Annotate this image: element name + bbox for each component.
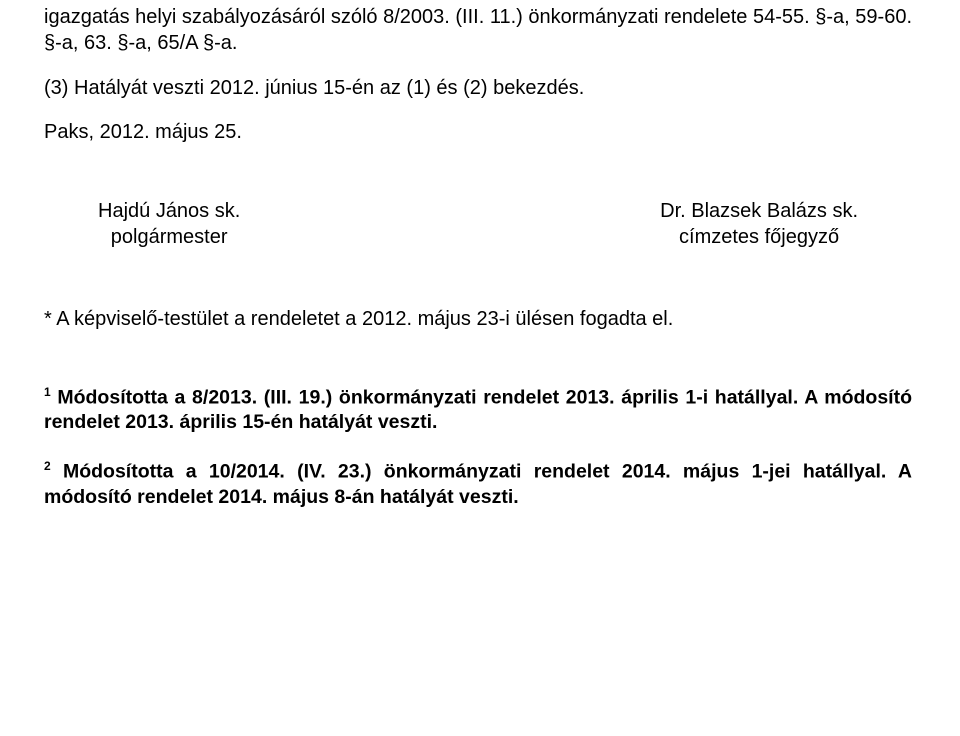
signature-left: Hajdú János sk. polgármester — [98, 198, 240, 251]
footnote-1-text: Módosította a 8/2013. (III. 19.) önkormá… — [44, 386, 912, 433]
paragraph-2: (3) Hatályát veszti 2012. június 15-én a… — [44, 75, 912, 101]
paragraph-3: Paks, 2012. május 25. — [44, 119, 912, 145]
footnotes: 1 Módosította a 8/2013. (III. 19.) önkor… — [44, 385, 912, 510]
footnote-1: 1 Módosította a 8/2013. (III. 19.) önkor… — [44, 385, 912, 435]
signature-right-title: címzetes főjegyző — [660, 224, 858, 250]
afternote: * A képviselő-testület a rendeletet a 20… — [44, 306, 912, 332]
signature-right-name: Dr. Blazsek Balázs sk. — [660, 198, 858, 224]
signature-block: Hajdú János sk. polgármester Dr. Blazsek… — [44, 198, 912, 251]
signature-left-title: polgármester — [98, 224, 240, 250]
footnote-2-sup: 2 — [44, 459, 51, 473]
footnote-2: 2 Módosította a 10/2014. (IV. 23.) önkor… — [44, 459, 912, 509]
paragraph-1: igazgatás helyi szabályozásáról szóló 8/… — [44, 4, 912, 57]
signature-left-name: Hajdú János sk. — [98, 198, 240, 224]
footnote-2-text: Módosította a 10/2014. (IV. 23.) önkormá… — [44, 461, 912, 508]
signature-right: Dr. Blazsek Balázs sk. címzetes főjegyző — [660, 198, 858, 251]
footnote-1-sup: 1 — [44, 385, 51, 399]
